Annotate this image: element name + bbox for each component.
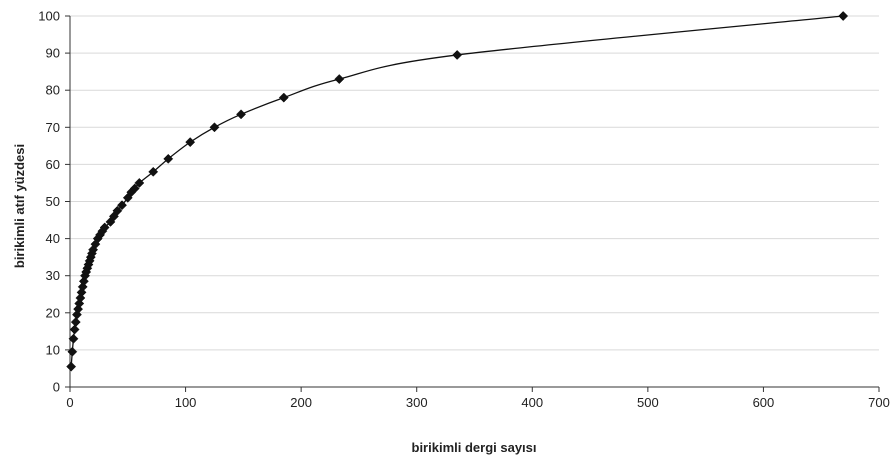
data-point-marker (73, 304, 84, 315)
data-point-marker (69, 324, 80, 335)
x-tick-label: 300 (406, 395, 428, 410)
y-tick-label: 30 (46, 268, 60, 283)
x-tick-label: 200 (290, 395, 312, 410)
data-point-marker (66, 361, 77, 372)
tick-labels: 0 10 20 30 40 50 60 70 80 90 100 0 100 200 300 400 500 60… (38, 9, 890, 411)
y-tick-label: 60 (46, 157, 60, 172)
y-tick-label: 70 (46, 120, 60, 135)
data-point-marker (67, 346, 78, 357)
data-point-marker (838, 11, 849, 21)
y-tick-label: 10 (46, 342, 60, 357)
y-tick-label: 40 (46, 231, 60, 246)
data-point-marker (185, 137, 196, 148)
y-tick-label: 80 (46, 83, 60, 98)
data-series (66, 11, 849, 372)
data-point-marker (71, 309, 82, 320)
data-point-marker (75, 293, 86, 303)
y-tick-label: 100 (38, 9, 60, 24)
x-tick-label: 500 (637, 395, 659, 410)
data-point-marker (112, 205, 123, 216)
data-point-marker (452, 50, 463, 60)
data-point-marker (209, 122, 220, 133)
grid-lines (70, 15, 879, 351)
y-axis-title: birikimli atıf yüzdesi (12, 144, 27, 268)
series-line (70, 15, 844, 367)
axes (65, 15, 880, 392)
data-point-marker (99, 222, 110, 233)
data-point-marker (334, 74, 345, 85)
y-tick-label: 50 (46, 194, 60, 209)
y-tick-label: 20 (46, 305, 60, 320)
data-point-marker (68, 333, 79, 344)
data-point-marker (117, 200, 127, 211)
y-tick-label: 0 (53, 380, 60, 395)
y-tick-label: 90 (46, 46, 60, 61)
data-point-marker (163, 153, 174, 164)
data-point-marker (134, 177, 145, 188)
data-point-marker (74, 298, 85, 309)
x-tick-label: 400 (521, 395, 543, 410)
data-point-marker (76, 287, 87, 298)
x-tick-label: 600 (753, 395, 775, 410)
data-point-marker (236, 109, 246, 120)
data-point-marker (78, 276, 89, 287)
data-point-marker (70, 317, 81, 328)
x-tick-label: 700 (868, 395, 890, 410)
x-axis-title: birikimli dergi sayısı (412, 440, 537, 455)
x-tick-label: 100 (175, 395, 197, 410)
data-point-marker (129, 183, 140, 194)
x-tick-label: 0 (66, 395, 73, 410)
data-point-marker (148, 166, 159, 177)
data-point-marker (278, 92, 289, 103)
